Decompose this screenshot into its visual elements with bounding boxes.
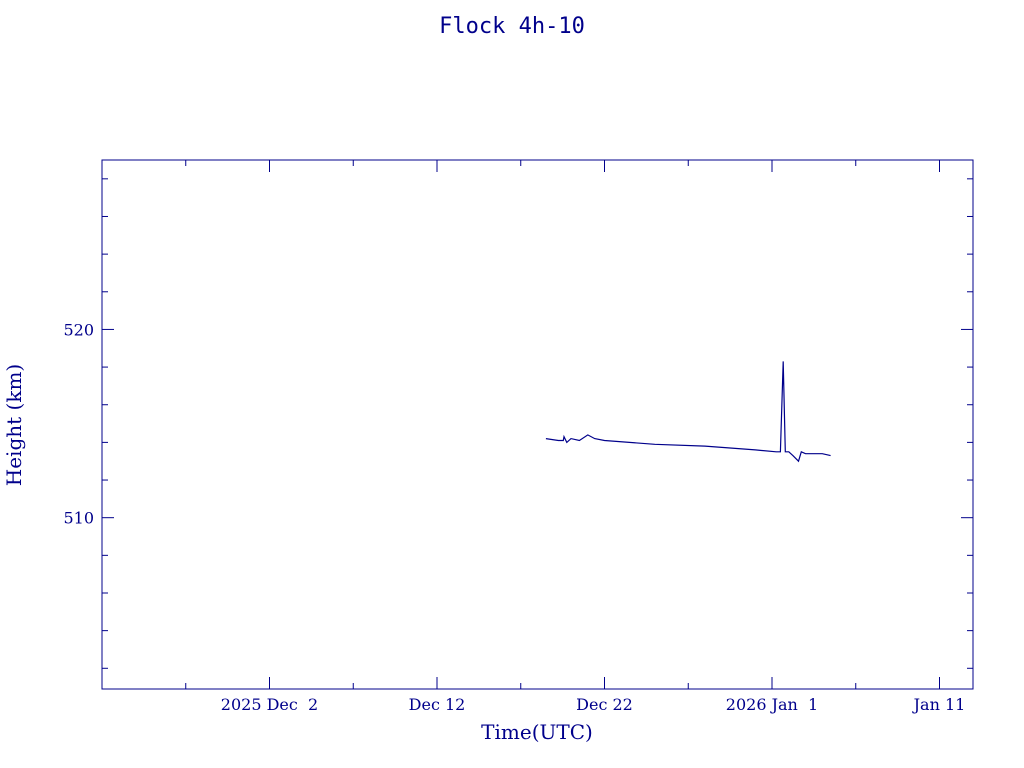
- x-tick-label: Dec 12: [409, 695, 466, 714]
- y-tick-label: 510: [63, 509, 94, 528]
- y-tick-label: 520: [63, 320, 94, 339]
- x-axis-label: Time(UTC): [481, 720, 593, 744]
- x-tick-label: 2026 Jan 1: [726, 695, 818, 714]
- x-tick-label: Dec 22: [576, 695, 633, 714]
- y-axis-label: Height (km): [2, 364, 26, 486]
- tick-labels: 2025 Dec 2 Dec 12 Dec 22 2026 Jan 1 Jan 11 51…: [63, 320, 965, 714]
- major-ticks: [102, 160, 973, 689]
- series-line: [545, 361, 831, 463]
- plot-frame: [101, 159, 974, 690]
- chart-title: Flock 4h-10: [439, 14, 585, 39]
- minor-ticks: [102, 160, 973, 689]
- x-tick-label: Jan 11: [912, 695, 966, 714]
- x-tick-label: 2025 Dec 2: [221, 695, 318, 714]
